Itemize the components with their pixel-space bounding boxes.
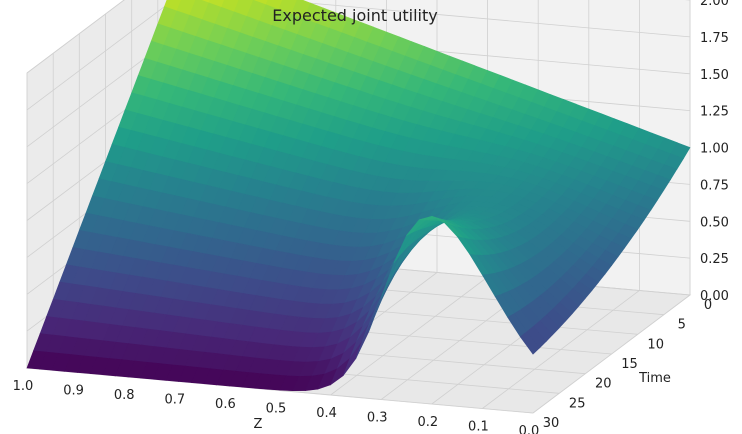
y-tick-label: 5 — [678, 318, 686, 333]
z-tick-label: 0.50 — [700, 215, 729, 230]
y-tick-label: 0 — [704, 298, 712, 313]
x-tick-label: 0.3 — [367, 411, 388, 426]
z-tick-label: 2.00 — [700, 0, 729, 9]
y-tick-label: 30 — [543, 416, 560, 431]
z-tick-label: 0.25 — [700, 252, 729, 267]
z-tick-label: 0.00 — [700, 289, 729, 304]
surface — [26, 0, 691, 392]
x-tick-label: 0.4 — [316, 406, 337, 421]
grid-line-value — [26, 0, 691, 111]
z-tick-label: 1.50 — [700, 68, 729, 83]
x-tick-label: 0.2 — [417, 415, 438, 430]
x-tick-label: 0.9 — [63, 384, 84, 399]
y-tick-label: 25 — [569, 396, 586, 411]
x-tick-label: 0.6 — [215, 397, 236, 412]
x-tick-label: 0.8 — [114, 388, 135, 403]
x-tick-label: 0.5 — [266, 402, 287, 417]
x-tick-label: 0.0 — [519, 424, 540, 434]
surface-patch — [519, 331, 540, 355]
grid-line-value — [26, 0, 690, 74]
chart-title: Expected joint utility — [272, 6, 437, 25]
y-axis-label: Time — [638, 371, 671, 386]
x-tick-label: 1.0 — [13, 379, 34, 394]
y-tick-label: 20 — [595, 377, 612, 392]
z-tick-label: 1.00 — [700, 142, 729, 157]
z-tick-label: 0.75 — [700, 178, 729, 193]
tick-labels: 1.0 0.9 0.8 0.7 0.6 0.5 0.4 0.3 0.2 0.1 0.00510152… — [13, 0, 729, 434]
y-tick-label: 10 — [647, 337, 664, 352]
x-tick-label: 0.1 — [468, 420, 489, 434]
x-tick-label: 0.7 — [164, 393, 185, 408]
x-axis-label: Z — [254, 417, 263, 432]
y-tick-label: 15 — [621, 357, 638, 372]
z-tick-label: 1.25 — [700, 105, 729, 120]
z-tick-label: 1.75 — [700, 31, 729, 46]
